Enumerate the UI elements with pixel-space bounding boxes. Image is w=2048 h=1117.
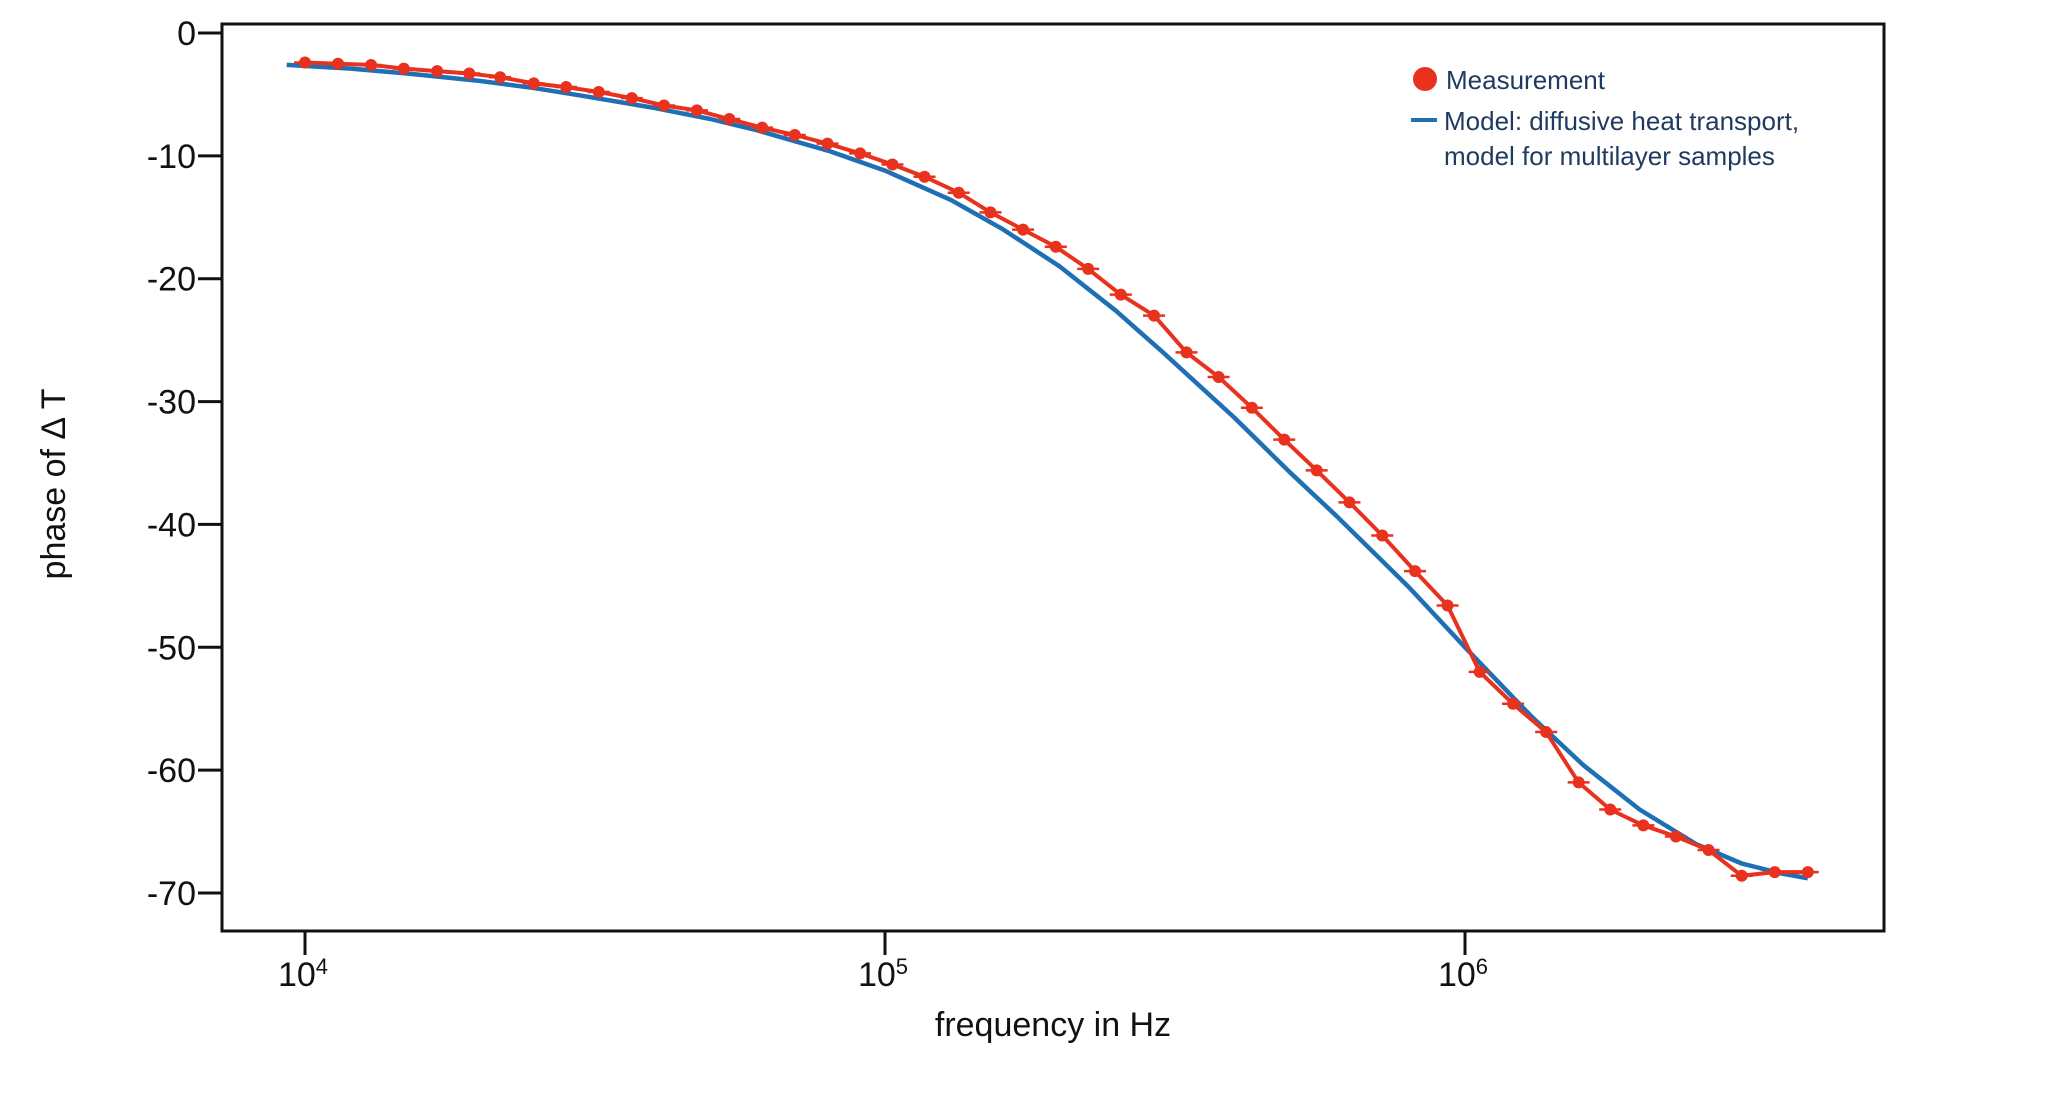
measurement-point	[1473, 665, 1486, 678]
x-axis-label: frequency in Hz	[935, 1006, 1171, 1044]
y-tick-label-7: -70	[147, 875, 196, 913]
measurement-point	[1017, 223, 1030, 236]
measurement-point	[1049, 240, 1062, 253]
legend-measurement-label: Measurement	[1446, 65, 1606, 95]
x-axis-ticks: 104 105 106	[278, 931, 1488, 994]
measurement-line	[304, 60, 1808, 878]
measurement-point	[658, 99, 671, 112]
measurement-point	[1801, 866, 1814, 879]
measurement-point	[1702, 844, 1715, 856]
measurement-point	[1409, 565, 1422, 578]
measurement-point	[690, 104, 703, 117]
measurement-point	[397, 62, 410, 75]
y-tick-label-1: -10	[147, 138, 196, 176]
measurement-point	[527, 77, 540, 90]
legend: Measurement Model: diffusive heat transp…	[1411, 65, 1799, 171]
x-tick-label-1: 105	[858, 954, 908, 994]
measurement-point	[918, 170, 931, 183]
measurement-point	[1735, 869, 1748, 882]
y-axis-ticks: 0 -10 -20 -30 -40 -50 -60 -70	[147, 15, 222, 913]
measurement-point	[1507, 697, 1520, 710]
y-tick-label-4: -40	[147, 506, 196, 544]
measurement-series	[294, 56, 1819, 882]
plot-frame	[220, 22, 1886, 933]
measurement-point	[1343, 496, 1356, 509]
legend-measurement-marker	[1413, 67, 1437, 91]
measurement-point	[1572, 776, 1585, 789]
x-tick-label-2: 106	[1438, 954, 1488, 994]
y-tick-label-2: -20	[147, 261, 196, 299]
y-tick-label-6: -60	[147, 752, 196, 790]
y-axis-label: phase of Δ T	[35, 389, 73, 580]
measurement-point	[886, 158, 899, 171]
measurement-point	[332, 57, 345, 70]
measurement-point	[756, 121, 769, 134]
measurement-point	[1376, 529, 1389, 542]
measurement-point	[592, 85, 605, 98]
measurement-point	[1310, 464, 1323, 477]
measurement-point	[1540, 726, 1553, 739]
measurement-point	[984, 206, 997, 219]
legend-model-label-line1: Model: diffusive heat transport,	[1444, 106, 1799, 136]
measurement-point	[1082, 262, 1095, 275]
measurement-point	[1114, 288, 1127, 301]
measurement-point	[854, 147, 867, 160]
measurement-point	[821, 137, 834, 150]
measurement-point	[431, 65, 444, 78]
measurement-point	[365, 58, 378, 71]
model-series	[286, 62, 1809, 881]
y-tick-label-0: 0	[177, 15, 196, 53]
measurement-point	[494, 71, 507, 84]
measurement-point	[1768, 866, 1781, 879]
measurement-point	[1637, 819, 1650, 832]
measurement-point	[1278, 433, 1291, 446]
measurement-point	[1180, 346, 1193, 359]
y-tick-label-3: -30	[147, 384, 196, 422]
x-tick-label-0: 104	[278, 954, 328, 994]
measurement-point	[1441, 599, 1454, 612]
model-line	[286, 62, 1809, 881]
measurement-point	[723, 113, 736, 125]
measurement-point	[1604, 803, 1617, 816]
measurement-point	[1212, 371, 1225, 383]
measurement-point	[1148, 309, 1161, 322]
y-tick-label-5: -50	[147, 629, 196, 667]
measurement-point	[625, 92, 638, 105]
measurement-point	[299, 56, 311, 69]
measurement-point	[1669, 830, 1682, 843]
legend-model-label-line2: model for multilayer samples	[1444, 141, 1775, 171]
measurement-point	[788, 128, 801, 141]
measurement-point	[560, 81, 573, 94]
measurement-point	[463, 67, 476, 80]
measurement-point	[952, 186, 965, 199]
measurement-point	[1245, 401, 1258, 414]
